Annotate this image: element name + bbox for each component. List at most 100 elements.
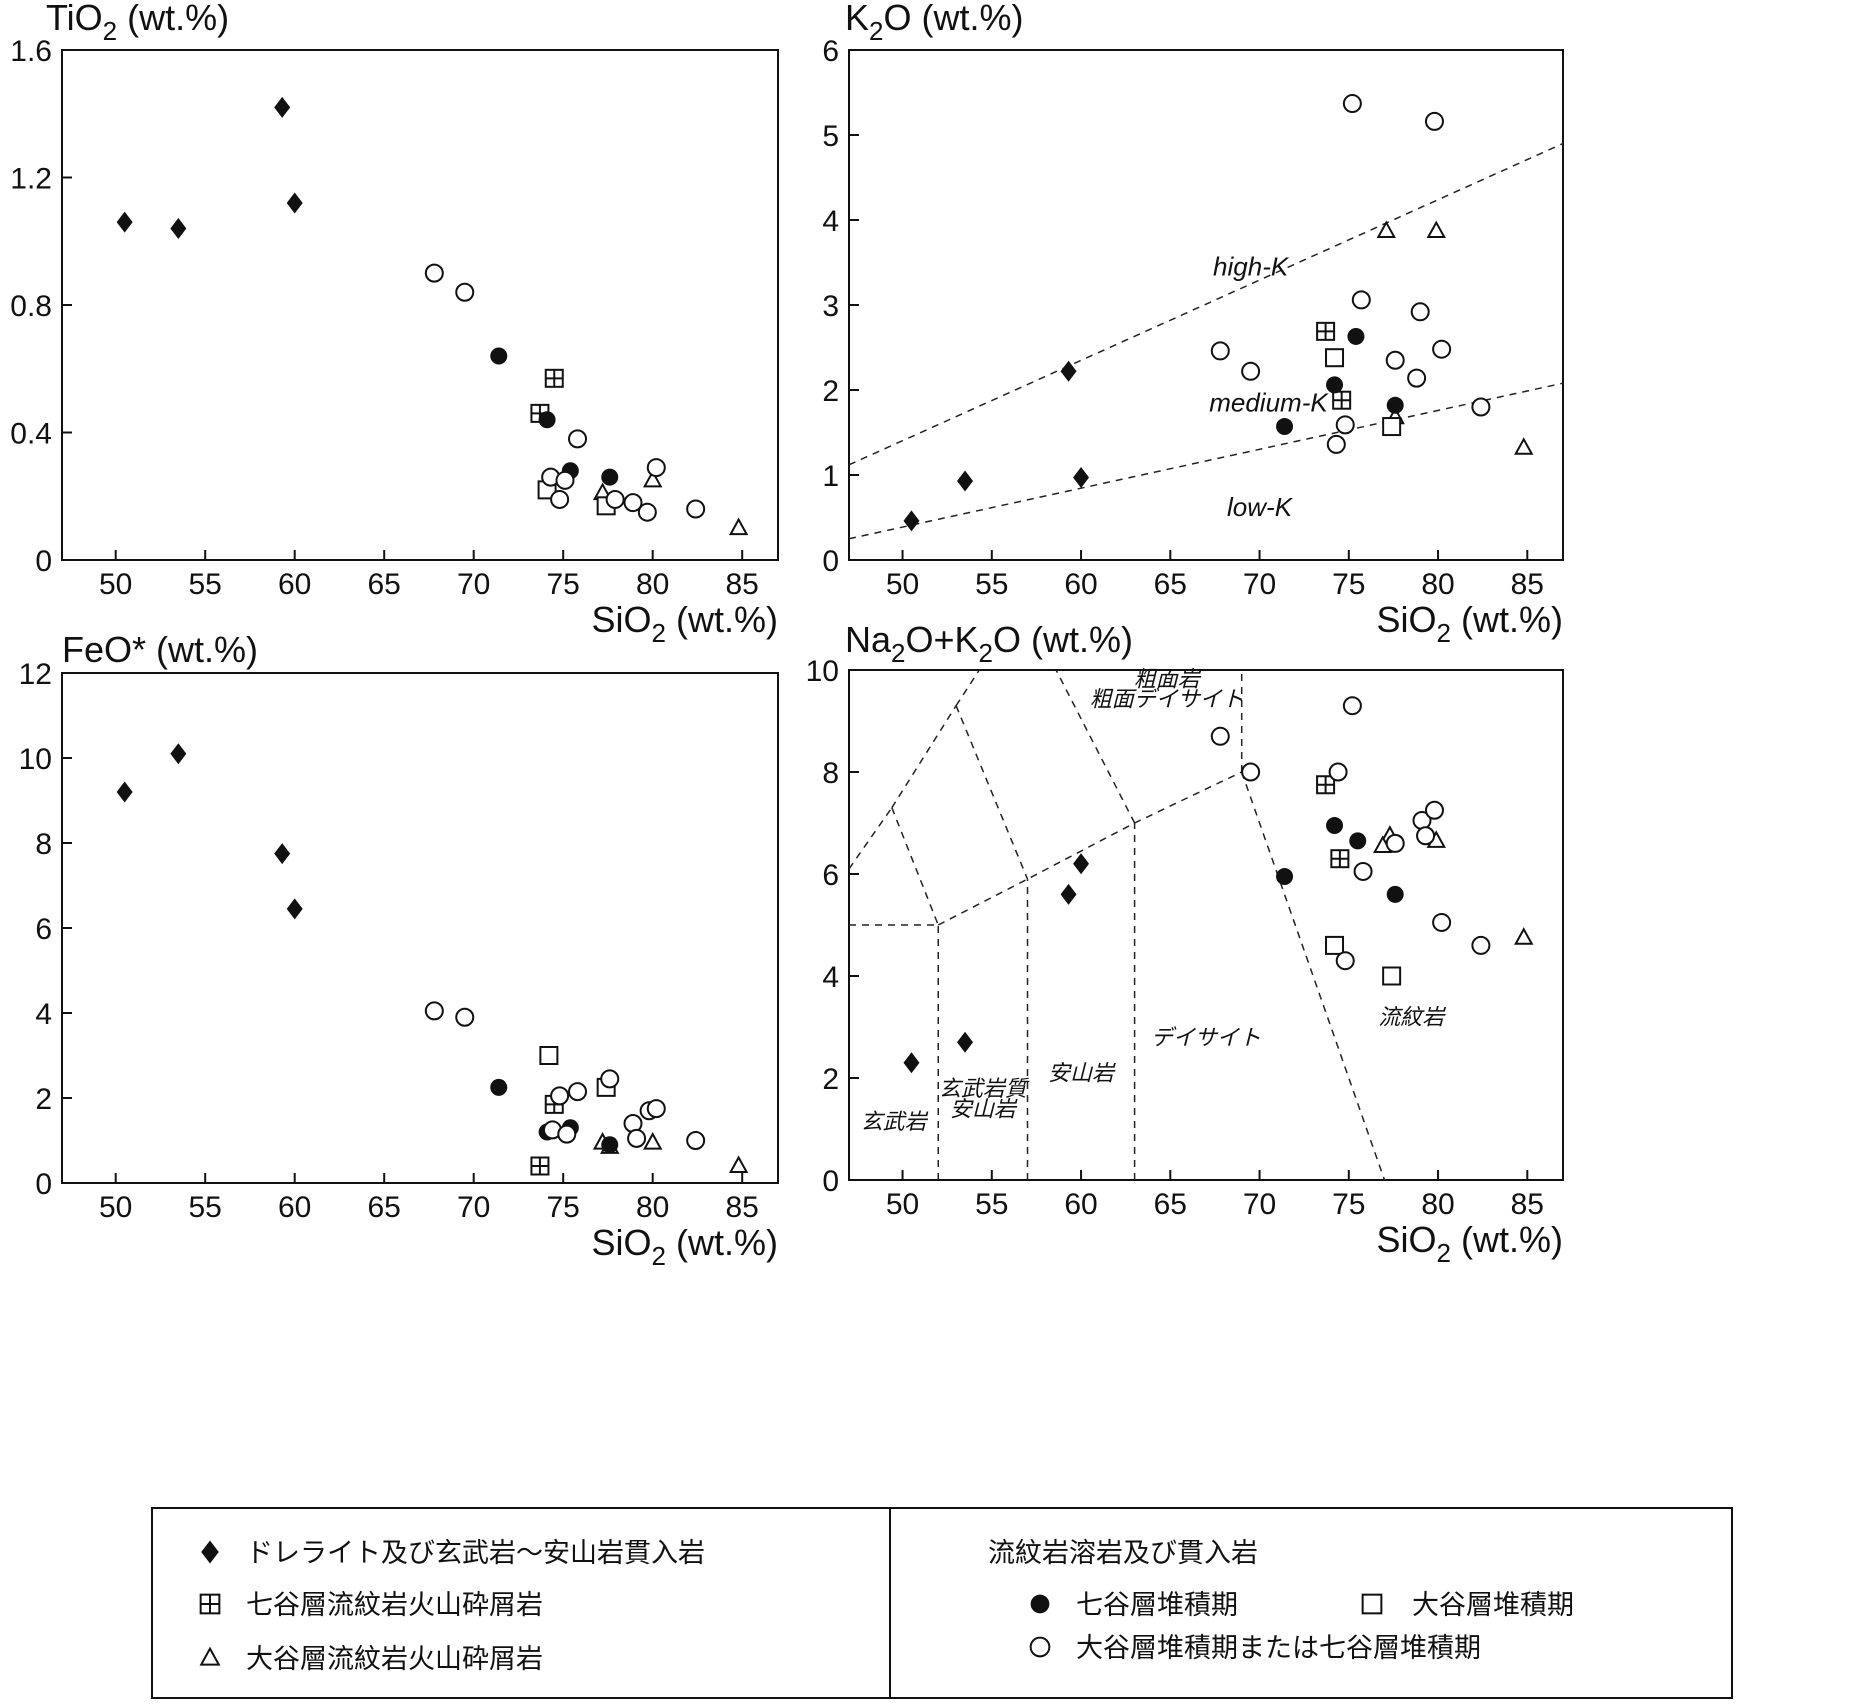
legend-symbol	[199, 1646, 221, 1666]
plot-frame	[61, 49, 779, 561]
boundary-line	[1240, 771, 1386, 1180]
y-tick-label: 5	[822, 120, 839, 153]
field-trachydacite: 粗面デイサイト	[1090, 687, 1244, 712]
point-diamond	[116, 211, 133, 233]
y-tick-label: 0	[822, 545, 839, 578]
x-tick-label: 85	[726, 568, 759, 601]
point-open-circle	[1407, 368, 1427, 388]
point-filled-circle	[601, 468, 619, 486]
legend-label-otani-stage: 大谷層堆積期	[1412, 1590, 1574, 1621]
point-square-cross	[530, 1156, 550, 1176]
legend-marker-diamond	[201, 1540, 219, 1564]
field-high-k: high-K	[1213, 251, 1290, 281]
legend-symbol	[1029, 1636, 1051, 1658]
x-axis-title: SiO2 (wt.%)	[592, 1222, 778, 1271]
point-triangle	[728, 1155, 749, 1173]
x-tick-label: 50	[886, 568, 919, 601]
plot-frame	[848, 49, 1564, 561]
point-open-circle	[1210, 726, 1230, 746]
y-tick-label: 12	[19, 658, 52, 691]
point-triangle	[728, 517, 749, 536]
boundary-line	[1055, 670, 1136, 824]
y-tick-label: 1.6	[10, 35, 52, 68]
point-diamond	[903, 510, 920, 532]
x-tick-label: 80	[636, 568, 669, 601]
point-open-circle	[455, 1007, 475, 1027]
legend-marker-filled-circle	[1030, 1594, 1050, 1614]
point-square-cross	[1330, 849, 1350, 869]
point-open-circle	[1210, 341, 1230, 361]
y-tick-label: 4	[822, 205, 839, 238]
x-tick-label: 65	[1154, 568, 1187, 601]
point-square-cross	[1316, 321, 1336, 341]
point-square-cross	[1316, 775, 1336, 795]
point-triangle	[643, 469, 663, 488]
y-tick-label: 2	[35, 1083, 52, 1116]
point-open-circle	[1471, 397, 1491, 417]
field-low-k: low-K	[1227, 492, 1294, 522]
point-diamond	[1073, 853, 1090, 875]
y-axis-title: K2O (wt.%)	[845, 0, 1023, 46]
boundary-line	[849, 807, 893, 870]
point-diamond	[170, 743, 187, 765]
point-triangle	[643, 1132, 663, 1150]
point-open-circle	[550, 1086, 570, 1106]
x-tick-label: 50	[886, 1188, 919, 1221]
point-open-circle	[1416, 826, 1436, 846]
y-axis-title: TiO2 (wt.%)	[46, 0, 229, 46]
point-filled-circle	[1349, 832, 1367, 850]
x-axis-title: SiO2 (wt.%)	[1377, 599, 1563, 648]
x-tick-label: 75	[547, 1191, 580, 1224]
y-tick-label: 4	[822, 961, 839, 994]
point-diamond	[1073, 467, 1090, 489]
point-open-circle	[1424, 800, 1444, 820]
x-tick-label: 55	[975, 1188, 1008, 1221]
legend-label-nanatani-pyroclastic: 七谷層流紋岩火山砕屑岩	[246, 1590, 543, 1621]
x-tick-label: 80	[636, 1191, 669, 1224]
y-tick-label: 0	[822, 1165, 839, 1198]
field-andesite: 安山岩	[1048, 1061, 1116, 1086]
point-diamond	[1060, 883, 1077, 905]
x-tick-label: 70	[457, 1191, 490, 1224]
y-tick-label: 0	[35, 545, 52, 578]
point-triangle	[1426, 220, 1446, 239]
point-open-circle	[1385, 833, 1405, 853]
legend-symbol	[201, 1540, 219, 1564]
legend-heading-rhyolite: 流紋岩溶岩及び貫入岩	[988, 1538, 1258, 1569]
field-basaltic-andesite: 玄武岩質	[939, 1076, 1030, 1101]
point-open-circle	[455, 282, 475, 302]
point-open-circle	[424, 263, 444, 283]
point-diamond	[274, 96, 291, 118]
x-tick-label: 50	[99, 568, 132, 601]
x-tick-label: 55	[189, 1191, 222, 1224]
point-triangle	[1514, 927, 1534, 945]
legend-symbol	[1030, 1594, 1050, 1614]
point-open-circle	[600, 1069, 620, 1089]
boundary-line	[937, 771, 1243, 926]
y-tick-label: 2	[822, 1063, 839, 1096]
point-filled-circle	[1347, 327, 1365, 345]
point-filled-circle	[1276, 418, 1294, 436]
point-filled-circle	[1326, 376, 1344, 394]
point-open-circle	[1385, 350, 1405, 370]
point-diamond	[903, 1052, 920, 1074]
point-open-circle	[568, 1082, 588, 1102]
legend-marker-square-cross	[199, 1593, 221, 1615]
x-tick-label: 70	[1243, 1188, 1276, 1221]
x-tick-label: 75	[1332, 568, 1365, 601]
x-tick-label: 55	[189, 568, 222, 601]
point-open-circle	[1471, 935, 1491, 955]
x-tick-label: 80	[1421, 568, 1454, 601]
point-diamond	[116, 781, 133, 803]
x-tick-label: 70	[1243, 568, 1276, 601]
point-open-circle	[637, 502, 657, 522]
plot-frame	[61, 672, 779, 1184]
x-tick-label: 85	[1511, 1188, 1544, 1221]
y-tick-label: 2	[822, 375, 839, 408]
y-tick-label: 6	[822, 859, 839, 892]
x-axis-title: SiO2 (wt.%)	[1377, 1219, 1563, 1268]
legend-symbol	[1361, 1593, 1383, 1615]
